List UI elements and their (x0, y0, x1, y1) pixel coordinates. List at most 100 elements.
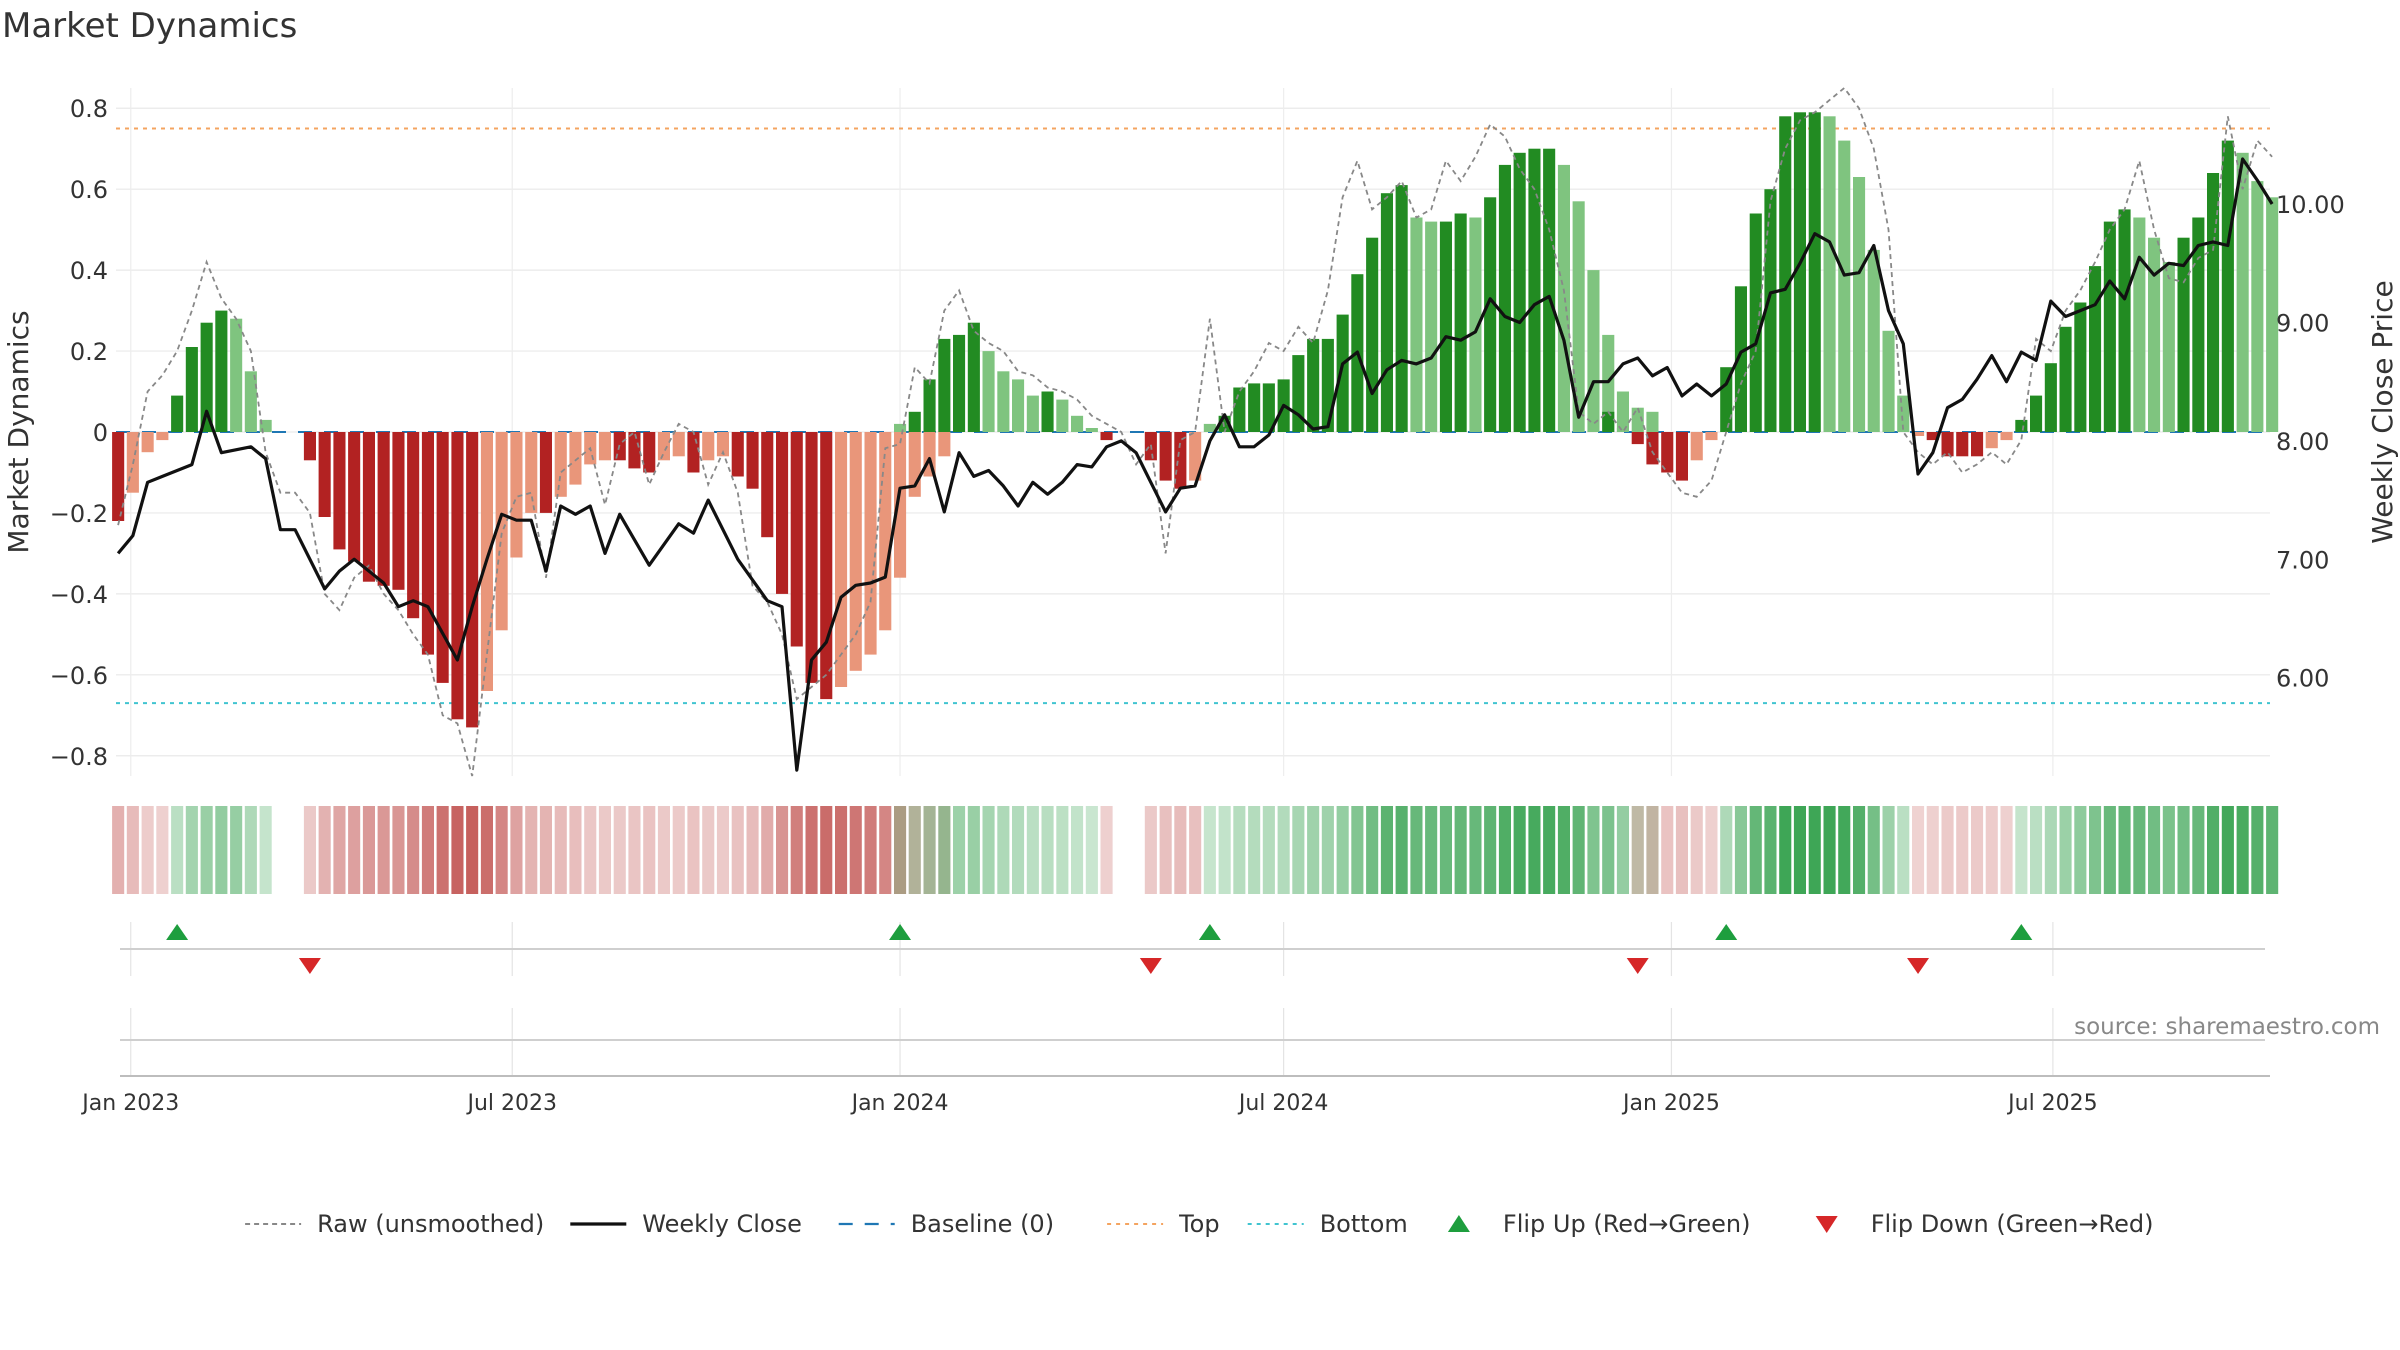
dynamics-bar (2162, 262, 2175, 432)
right-tick-label: 9.00 (2276, 309, 2329, 337)
close-series-line (116, 157, 2274, 772)
dynamics-bar (185, 347, 198, 432)
dynamics-bar (879, 432, 892, 631)
regime-cell (436, 806, 449, 894)
flip-up-marker (1715, 924, 1738, 940)
right-tick-label: 6.00 (2276, 665, 2329, 693)
dynamics-bar (1661, 432, 1674, 473)
legend-label: Weekly Close (642, 1210, 802, 1238)
regime-cell (1616, 806, 1629, 894)
dynamics-bar (938, 432, 951, 457)
regime-cell (598, 806, 611, 894)
dynamics-bar (392, 432, 405, 590)
dynamics-bar (1602, 334, 1615, 432)
regime-cell (1882, 806, 1895, 894)
left-tick-label: 0.8 (70, 95, 108, 123)
dynamics-bar (1764, 189, 1777, 432)
regime-cell (967, 806, 980, 894)
dynamics-bar (1808, 112, 1821, 433)
dynamics-bar (761, 432, 774, 538)
regime-cell (2162, 806, 2175, 894)
source-label: source: sharemaestro.com (2074, 1014, 2380, 1040)
regime-cell (2118, 806, 2131, 894)
left-tick-label: −0.6 (50, 662, 108, 690)
x-tick-label: Jul 2023 (465, 1091, 557, 1116)
regime-cell (1071, 806, 1084, 894)
dynamics-bar (1189, 432, 1202, 481)
dynamics-bar (1616, 391, 1629, 432)
dynamics-bar (1248, 383, 1261, 432)
regime-cell (908, 806, 921, 894)
legend-item: Top (1107, 1210, 1220, 1238)
regime-cell (1012, 806, 1025, 894)
dynamics-bar (1469, 217, 1482, 432)
regime-cell (1838, 806, 1851, 894)
regime-cell (2251, 806, 2264, 894)
legend-item: Flip Up (Red→Green) (1447, 1210, 1750, 1238)
regime-cell (820, 806, 833, 894)
dynamics-bar (244, 371, 257, 432)
right-axis-label: Weekly Close Price (2366, 280, 2399, 543)
dynamics-bar (1956, 432, 1969, 457)
dynamics-bar (421, 432, 434, 655)
dynamics-bar (1838, 140, 1851, 432)
dynamics-bar (2103, 221, 2116, 432)
left-tick-label: 0.4 (70, 257, 108, 285)
regime-cell (908, 806, 921, 894)
regime-cell (495, 806, 508, 894)
dynamics-bar (1041, 391, 1054, 432)
dynamics-bar (215, 310, 228, 432)
regime-cell (1144, 806, 1157, 894)
regime-cell (1395, 806, 1408, 894)
dynamics-bar (1646, 411, 1659, 432)
legend-label: Raw (unsmoothed) (317, 1210, 544, 1238)
regime-cell (716, 806, 729, 894)
dynamics-bar (1307, 338, 1320, 432)
regime-cell (687, 806, 700, 894)
regime-cell (1690, 806, 1703, 894)
regime-cell (1941, 806, 1954, 894)
left-tick-label: −0.4 (50, 581, 108, 609)
dynamics-bar (436, 432, 449, 683)
dynamics-bar (362, 432, 375, 582)
regime-cell (1543, 806, 1556, 894)
regime-cell (1469, 806, 1482, 894)
regime-cell (1764, 806, 1777, 894)
regime-cell (1985, 806, 1998, 894)
regime-cell (1897, 806, 1910, 894)
regime-cell (1675, 806, 1688, 894)
right-tick-label: 8.00 (2276, 428, 2329, 456)
regime-cell (421, 806, 434, 894)
dynamics-bar (628, 432, 641, 469)
dynamics-bar (1853, 177, 1866, 432)
regime-cell (2059, 806, 2072, 894)
dynamics-bar (1749, 213, 1762, 432)
regime-cell (1926, 806, 1939, 894)
dynamics-bar (849, 432, 862, 671)
dynamics-bar (2177, 237, 2190, 432)
dynamics-bar (1734, 286, 1747, 432)
regime-cell (2236, 806, 2249, 894)
bar-series (112, 112, 2279, 728)
dynamics-bar (1779, 116, 1792, 433)
left-tick-label: −0.8 (50, 743, 108, 771)
regime-cell (1528, 806, 1541, 894)
dynamics-bar (657, 432, 670, 461)
legend: Raw (unsmoothed) Weekly Close Baseline (0)… (245, 1210, 2153, 1238)
regime-cell (1277, 806, 1290, 894)
dynamics-bar (200, 322, 213, 432)
dynamics-bar (1690, 432, 1703, 461)
dynamics-bar (1705, 432, 1718, 441)
regime-cell (1572, 806, 1585, 894)
dynamics-bar (1646, 432, 1659, 465)
regime-cell (1159, 806, 1172, 894)
flip-down-marker (1626, 958, 1649, 974)
dynamics-bar (2030, 395, 2043, 432)
regime-cell (1026, 806, 1039, 894)
regime-cell (1646, 806, 1659, 894)
regime-cell (849, 806, 862, 894)
regime-cell (1100, 806, 1113, 894)
regime-cell (259, 806, 272, 894)
regime-cell (894, 806, 907, 894)
regime-cell (215, 806, 228, 894)
